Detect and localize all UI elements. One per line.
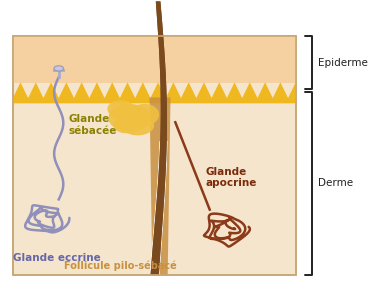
Polygon shape xyxy=(150,141,167,275)
Polygon shape xyxy=(13,82,296,103)
Text: Follicule pilo-sébacé: Follicule pilo-sébacé xyxy=(64,260,176,271)
Text: Epiderme: Epiderme xyxy=(318,58,368,68)
Bar xyxy=(13,36,296,275)
Text: Glande
apocrine: Glande apocrine xyxy=(206,167,257,188)
Polygon shape xyxy=(151,1,167,275)
Ellipse shape xyxy=(129,104,159,126)
Text: Glande eccrine: Glande eccrine xyxy=(13,253,100,263)
Ellipse shape xyxy=(54,66,64,71)
Polygon shape xyxy=(149,98,171,275)
Bar xyxy=(13,36,296,275)
Bar xyxy=(13,36,296,83)
Ellipse shape xyxy=(109,104,151,132)
Text: Derme: Derme xyxy=(318,178,353,188)
Ellipse shape xyxy=(124,118,154,136)
Text: Glande
sébacée: Glande sébacée xyxy=(68,114,117,136)
Polygon shape xyxy=(151,1,167,275)
Ellipse shape xyxy=(107,100,136,119)
Ellipse shape xyxy=(114,117,138,133)
